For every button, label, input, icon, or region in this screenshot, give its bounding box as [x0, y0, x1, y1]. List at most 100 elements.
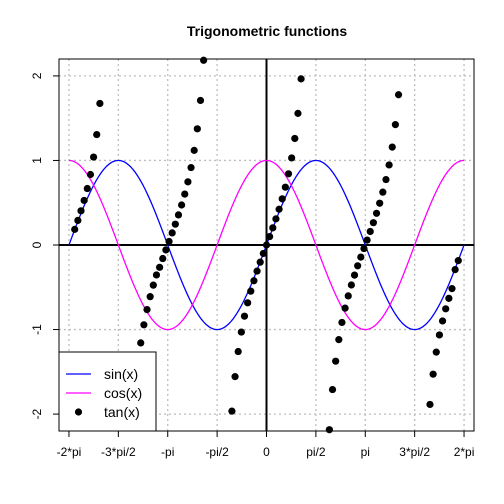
tan-point — [454, 257, 462, 265]
tan-point — [83, 184, 91, 193]
tan-point — [152, 271, 161, 279]
tan-point — [360, 244, 368, 253]
tan-point — [237, 328, 245, 336]
tan-point — [247, 287, 255, 295]
tan-point — [347, 281, 355, 289]
tan-point — [149, 281, 157, 289]
tan-point — [379, 188, 387, 196]
y-tick-label: 0 — [30, 241, 44, 248]
tan-point — [234, 347, 242, 356]
legend: sin(x) cos(x) tan(x) — [58, 351, 157, 432]
tan-point — [294, 109, 302, 117]
tan-point — [187, 163, 195, 172]
tan-point — [344, 292, 352, 300]
tan-point — [250, 277, 258, 285]
tan-point — [74, 216, 82, 224]
tan-point — [297, 75, 305, 83]
tan-point — [71, 225, 79, 233]
tan-point — [442, 305, 450, 313]
tan-point — [284, 170, 293, 178]
tan-point — [137, 339, 145, 347]
tan-point — [429, 370, 437, 378]
x-tick-label: -3*pi/2 — [101, 445, 136, 459]
y-tick-label: -2 — [30, 408, 44, 419]
tan-point — [266, 232, 274, 241]
tan-point — [193, 125, 201, 133]
y-tick-label: 2 — [30, 72, 44, 79]
tan-point — [178, 201, 186, 209]
tan-point — [341, 304, 349, 312]
tan-point — [332, 357, 340, 365]
tan-point — [272, 215, 280, 223]
x-tick-label: 2*pi — [454, 445, 475, 459]
tan-point — [269, 224, 277, 232]
tan-point — [388, 143, 396, 151]
y-tick-label: -1 — [30, 324, 44, 335]
tan-point — [357, 253, 365, 261]
tan-point — [350, 271, 359, 279]
tan-point — [385, 161, 393, 169]
x-tick-label: 3*pi/2 — [399, 445, 430, 459]
tan-point — [288, 154, 296, 162]
tan-point — [93, 130, 101, 139]
tan-point — [165, 237, 173, 246]
tan-point — [162, 246, 170, 254]
tan-point — [159, 254, 167, 263]
legend-box — [58, 351, 157, 432]
tan-point — [391, 121, 399, 129]
tan-point — [445, 294, 453, 302]
tan-point — [275, 205, 283, 213]
tan-point — [435, 331, 444, 339]
tan-point — [354, 262, 362, 270]
tan-point — [146, 293, 154, 301]
tan-point — [338, 318, 346, 327]
tan-point — [438, 317, 447, 325]
tan-point — [376, 199, 384, 207]
x-tick-label: pi/2 — [306, 445, 326, 459]
tan-point — [200, 56, 208, 64]
tan-point — [448, 285, 456, 293]
tan-point — [451, 266, 459, 274]
x-tick-label: pi — [361, 445, 370, 459]
tan-point — [86, 170, 95, 179]
tan-point — [80, 196, 88, 205]
plot-series — [68, 56, 465, 434]
tan-point — [96, 99, 104, 108]
tan-point — [174, 211, 183, 219]
plot-frame — [58, 58, 475, 432]
tan-point — [181, 190, 189, 198]
tan-point — [228, 407, 236, 415]
tan-point — [382, 175, 390, 184]
cos-line — [68, 159, 465, 331]
tan-point — [335, 336, 343, 344]
x-tick-label: -pi — [161, 445, 174, 459]
x-tick-label: -pi/2 — [205, 445, 229, 459]
tan-point — [262, 241, 271, 249]
tan-point — [432, 348, 440, 356]
tan-point — [394, 91, 403, 99]
tan-point — [190, 146, 198, 154]
tan-point — [363, 236, 371, 244]
tan-point — [328, 385, 337, 394]
tan-point — [140, 321, 148, 329]
tan-point — [291, 134, 299, 143]
tan-point — [77, 207, 85, 215]
tan-point — [281, 183, 289, 191]
tan-point — [372, 209, 381, 217]
tan-point — [231, 373, 239, 381]
tan-point — [278, 195, 286, 203]
tan-point — [196, 96, 205, 105]
tan-point — [369, 219, 377, 227]
tan-point — [256, 258, 264, 266]
tan-point — [325, 426, 333, 434]
chart-title: Trigonometric functions — [187, 23, 347, 39]
legend-label-cos: cos(x) — [104, 385, 142, 401]
tan-point — [143, 305, 151, 314]
tan-point — [89, 153, 98, 161]
tan-point — [156, 263, 164, 271]
tan-point — [259, 249, 267, 258]
tan-point — [168, 229, 176, 237]
legend-label-tan: tan(x) — [104, 404, 140, 420]
x-tick-label: -2*pi — [57, 445, 82, 459]
